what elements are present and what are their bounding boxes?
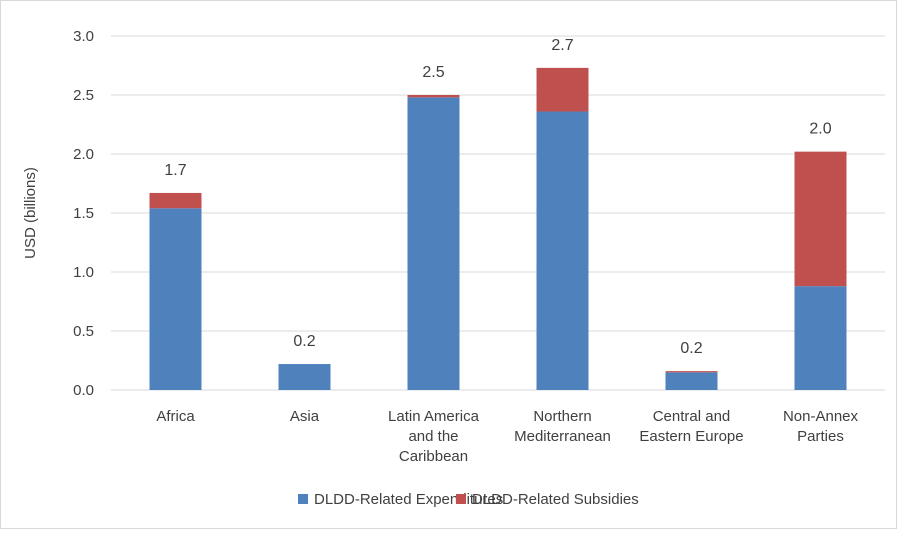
x-tick-label-3: Northern Mediterranean xyxy=(514,408,611,445)
x-tick-label-5: Non-Annex Parties xyxy=(783,408,859,445)
y-tick-label-3: 1.5 xyxy=(73,205,94,222)
y-axis-ticks: 0.0 0.5 1.0 1.5 2.0 2.5 3.0 xyxy=(73,28,94,399)
gridlines xyxy=(111,35,885,391)
legend-swatch-1 xyxy=(456,494,466,504)
bar-subsidies-2 xyxy=(407,95,460,98)
x-axis-labels: Africa Asia Latin America and the Caribbean N… xyxy=(156,408,858,465)
x-tick-label-2: Latin America and the Caribbean xyxy=(388,408,480,465)
y-tick-label-4: 2.0 xyxy=(73,146,94,163)
bar-expenditures-1 xyxy=(278,364,331,390)
bars xyxy=(149,67,847,391)
x-tick-label-line: Mediterranean xyxy=(514,428,611,445)
bar-subsidies-0 xyxy=(149,192,202,209)
x-tick-label-line: Latin America xyxy=(388,408,480,425)
bar-expenditures-2 xyxy=(407,97,460,391)
bar-subsidies-4 xyxy=(665,371,718,373)
x-tick-label-line: Asia xyxy=(290,408,320,425)
x-tick-label-line: Parties xyxy=(797,428,844,445)
data-label-5: 2.0 xyxy=(809,121,831,138)
bar-expenditures-4 xyxy=(665,372,718,390)
x-tick-label-line: and the xyxy=(408,428,458,445)
data-labels: 1.7 0.2 2.5 2.7 0.2 2.0 xyxy=(164,37,831,357)
bar-expenditures-0 xyxy=(149,208,202,390)
x-tick-label-line: Central and xyxy=(653,408,731,425)
y-tick-label-0: 0.0 xyxy=(73,382,94,399)
data-label-0: 1.7 xyxy=(164,162,186,179)
y-axis-title: USD (billions) xyxy=(22,167,39,259)
x-tick-label-line: Eastern Europe xyxy=(639,428,743,445)
x-tick-label-4: Central and Eastern Europe xyxy=(639,408,743,445)
legend-label-1: DLDD-Related Subsidies xyxy=(472,491,639,508)
x-tick-label-line: Africa xyxy=(156,408,195,425)
x-tick-label-line: Caribbean xyxy=(399,448,468,465)
x-tick-label-0: Africa xyxy=(156,408,195,425)
bar-expenditures-5 xyxy=(794,286,847,390)
y-tick-label-6: 3.0 xyxy=(73,28,94,45)
data-label-4: 0.2 xyxy=(680,340,702,357)
bar-subsidies-5 xyxy=(794,151,847,287)
y-tick-label-5: 2.5 xyxy=(73,87,94,104)
y-tick-label-1: 0.5 xyxy=(73,323,94,340)
bar-subsidies-3 xyxy=(536,67,589,112)
legend-swatch-0 xyxy=(298,494,308,504)
x-tick-label-1: Asia xyxy=(290,408,320,425)
data-label-2: 2.5 xyxy=(422,64,444,81)
bar-expenditures-3 xyxy=(536,111,589,391)
data-label-1: 0.2 xyxy=(293,333,315,350)
data-label-3: 2.7 xyxy=(551,37,573,54)
legend-label-0: DLDD-Related Expenditures xyxy=(314,491,503,508)
x-tick-label-line: Non-Annex xyxy=(783,408,859,425)
y-tick-label-2: 1.0 xyxy=(73,264,94,281)
x-tick-label-line: Northern xyxy=(533,408,591,425)
